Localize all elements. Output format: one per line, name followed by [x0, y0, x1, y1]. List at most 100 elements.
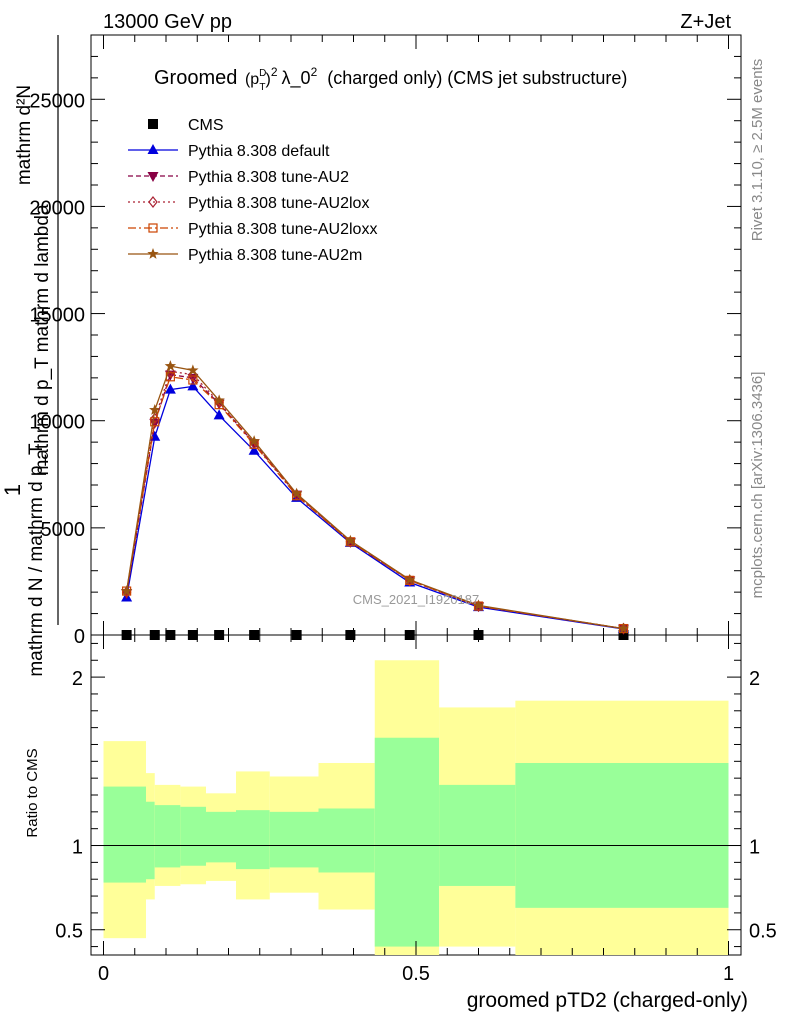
y-axis-label-main: mathrm d²N mathrm d p_T mathrm d lambda … — [0, 35, 59, 677]
legend-marker — [148, 223, 158, 233]
series-cms — [121, 630, 629, 640]
legend-item-default: Pythia 8.308 default — [128, 143, 330, 160]
ratio-ytick-label: 0.5 — [55, 921, 83, 943]
point-cms — [214, 630, 225, 640]
ratio-band-inner — [439, 784, 516, 886]
legend-item-au2loxx: Pythia 8.308 tune-AU2loxx — [128, 221, 377, 238]
series-line-au2m — [125, 365, 624, 630]
series-line-au2loxx — [125, 376, 624, 630]
main-axis-ticks: 0 5000 10000 15000 20000 25000 — [29, 34, 741, 648]
series-line-au2 — [125, 373, 624, 630]
legend-item-au2lox: Pythia 8.308 tune-AU2lox — [128, 195, 369, 212]
svg-text:mathrm d²N: mathrm d²N — [14, 85, 35, 185]
ratio-ytick-label: 2 — [72, 668, 83, 690]
point-au2m — [149, 404, 161, 415]
series-layer — [120, 360, 630, 640]
svg-text:Groomed (pDT)2λ_02(charg: Groomed (pD T)2 λ_02 (charged only) (CMS je… — [154, 65, 627, 93]
point-au2m — [472, 599, 485, 611]
legend-label: Pythia 8.308 tune-AU2 — [188, 169, 349, 186]
y-axis-label-ratio: Ratio to CMS — [24, 748, 41, 837]
plot-title: Groomed (pD T)2 λ_02 (charged only) (CMS je… — [154, 65, 627, 93]
point-au2 — [121, 589, 133, 600]
main-ytick-label: 0 — [74, 626, 85, 648]
legend: CMS Pythia 8.308 default Pythia 8.308 tune… — [128, 117, 377, 264]
ratio-band-inner — [146, 801, 155, 880]
point-au2m — [344, 534, 357, 546]
point-au2m — [164, 360, 177, 371]
side-label-mcplots: mcplots.cern.ch [arXiv:1306.3436] — [749, 372, 766, 599]
legend-marker — [147, 248, 159, 259]
point-default — [164, 383, 176, 394]
point-cms — [149, 630, 160, 640]
ratio-band-inner — [180, 806, 206, 866]
ratio-band-inner — [154, 805, 181, 868]
main-ytick-label: 15000 — [29, 305, 85, 327]
header-left: 13000 GeV pp — [103, 11, 232, 33]
point-au2m — [404, 573, 416, 585]
point-au2loxx — [188, 375, 198, 385]
point-cms — [404, 630, 415, 640]
point-au2m — [290, 487, 303, 499]
point-cms — [345, 630, 356, 640]
legend-marker — [148, 196, 158, 208]
point-cms — [121, 630, 132, 640]
ratio-uncertainty-bands — [103, 660, 729, 955]
ratio-band-inner — [318, 808, 375, 873]
legend-item-au2: Pythia 8.308 tune-AU2 — [128, 169, 349, 186]
ratio-band-inner — [515, 763, 729, 908]
point-default — [187, 380, 199, 391]
svg-text:mathrm d N / mathrm d p_T: mathrm d N / mathrm d p_T — [26, 443, 47, 677]
legend-marker — [147, 172, 159, 182]
main-ytick-label: 20000 — [29, 197, 85, 219]
watermark: CMS_2021_I1920187 — [353, 592, 480, 607]
svg-text:1: 1 — [0, 484, 25, 496]
ratio-ytick-label-right: 2 — [749, 668, 760, 690]
ratio-axis-ticks: 0.5 0.5 1 1 2 2 — [55, 642, 777, 948]
point-au2m — [213, 394, 225, 406]
ratio-band-inner — [206, 811, 236, 863]
point-au2loxx — [150, 417, 160, 427]
legend-item-au2m: Pythia 8.308 tune-AU2m — [128, 247, 362, 264]
point-cms — [249, 630, 260, 640]
point-au2m — [120, 585, 133, 596]
ratio-ytick-label-right: 0.5 — [749, 921, 777, 943]
legend-label: Pythia 8.308 default — [188, 143, 330, 160]
point-cms — [187, 630, 198, 640]
ratio-ytick-label: 1 — [72, 837, 83, 859]
main-ytick-label: 10000 — [29, 412, 85, 434]
series-line-au2lox — [125, 370, 624, 630]
point-cms — [618, 630, 629, 640]
point-cms — [291, 630, 302, 640]
x-axis-label: groomed pTD2 (charged-only) — [467, 989, 748, 1012]
ratio-band-inner — [269, 811, 319, 868]
svg-text:mathrm d p_T mathrm d lambda: mathrm d p_T mathrm d lambda — [32, 204, 53, 475]
point-cms — [473, 630, 484, 640]
ratio-band-inner — [236, 810, 270, 870]
legend-marker — [147, 144, 159, 154]
ratio-ytick-label-right: 1 — [749, 837, 760, 859]
point-au2m — [248, 435, 260, 446]
legend-label: Pythia 8.308 tune-AU2lox — [188, 195, 369, 212]
side-label-rivet: Rivet 3.1.10, ≥ 2.5M events — [749, 59, 766, 242]
xtick-label: 0.5 — [402, 963, 430, 985]
main-ytick-label: 25000 — [29, 90, 85, 112]
legend-marker — [148, 119, 158, 129]
point-au2m — [617, 622, 630, 634]
legend-item-cms: CMS — [148, 117, 224, 134]
point-cms — [165, 630, 176, 640]
ratio-band-inner — [374, 737, 440, 947]
series-au2m — [120, 360, 630, 634]
xtick-label: 0 — [98, 963, 109, 985]
header-right: Z+Jet — [680, 11, 731, 33]
point-default — [213, 409, 225, 420]
ratio-band-inner — [103, 786, 146, 883]
point-au2lox — [149, 412, 160, 425]
xtick-label: 1 — [723, 963, 734, 985]
legend-label: Pythia 8.308 tune-AU2loxx — [188, 221, 377, 238]
point-default — [248, 444, 260, 455]
legend-label: Pythia 8.308 tune-AU2m — [188, 247, 362, 264]
legend-label: CMS — [188, 117, 224, 134]
point-au2m — [187, 364, 199, 376]
main-ytick-label: 5000 — [41, 519, 86, 541]
